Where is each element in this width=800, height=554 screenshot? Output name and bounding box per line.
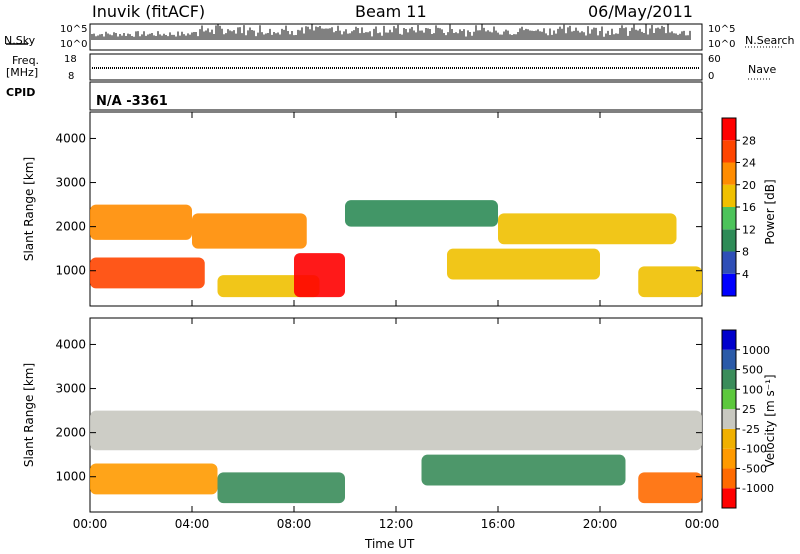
velocity-cbar-swatch [722, 488, 736, 508]
power-band-7 [498, 213, 677, 245]
nsky-tick-bottom: 10^0 [60, 39, 88, 50]
nave-label: Nave [748, 63, 777, 76]
velocity-xtick-0: 00:00 [73, 517, 108, 531]
velocity-band-4 [638, 472, 702, 504]
power-ytick-0: 1000 [55, 264, 86, 278]
power-cbar-tick-2: 12 [742, 223, 756, 236]
velocity-xtick-1: 04:00 [175, 517, 210, 531]
power-cbar-swatch [722, 251, 736, 274]
power-cbar-swatch [722, 184, 736, 207]
velocity-cbar-tick-0: -1000 [742, 482, 774, 495]
velocity-cbar-swatch [722, 428, 736, 449]
date-title: 06/May/2011 [588, 2, 693, 21]
x-axis-label: Time UT [365, 537, 415, 551]
velocity-cbar-tick-5: 100 [742, 383, 763, 396]
velocity-panel: 1000 2000 3000 4000 00:00 04:00 08:00 12:00 16:… [55, 317, 720, 531]
velocity-cbar-tick-1: -500 [742, 462, 767, 475]
power-colorbar-label: Power [dB] [763, 179, 777, 245]
velocity-cbar-swatch [722, 468, 736, 489]
freq-unit-label: [MHz] [6, 66, 39, 79]
cpid-label: CPID [6, 86, 36, 99]
power-cbar-tick-0: 4 [742, 268, 749, 281]
beam-title: Beam 11 [355, 2, 427, 21]
velocity-cbar-swatch [722, 330, 736, 350]
power-band-4 [294, 253, 345, 298]
velocity-cbar-swatch [722, 349, 736, 370]
power-band-1 [90, 257, 205, 289]
velocity-band-2 [217, 472, 345, 504]
power-cbar-swatch [722, 118, 736, 141]
velocity-ytick-0: 1000 [55, 470, 86, 484]
nsky-strip [6, 23, 783, 51]
power-panel: 1000 2000 3000 4000 [55, 111, 703, 307]
velocity-band-1 [90, 463, 218, 495]
velocity-colorbar-label: Velocity [m s⁻¹] [763, 374, 777, 468]
cpid-value: N/A -3361 [96, 94, 168, 109]
nave-tick-top: 60 [708, 54, 721, 65]
freq-tick-bottom: 8 [68, 71, 75, 82]
velocity-cbar-swatch [722, 389, 736, 410]
power-cbar-tick-6: 28 [742, 134, 756, 147]
nsearch-tick-top: 10^5 [708, 24, 736, 35]
power-band-6 [447, 248, 600, 280]
power-ytick-3: 4000 [55, 131, 86, 145]
velocity-colorbar: -1000 -500 -100 -25 25 100 500 1000 [721, 329, 774, 509]
cpid-strip [89, 81, 703, 111]
velocity-xtick-4: 16:00 [481, 517, 516, 531]
power-cbar-tick-5: 24 [742, 157, 756, 170]
power-cbar-swatch [722, 273, 736, 296]
velocity-xtick-3: 12:00 [379, 517, 414, 531]
station-title: Inuvik (fitACF) [92, 2, 206, 21]
nave-tick-bottom: 0 [708, 71, 715, 82]
velocity-ytick-3: 4000 [55, 337, 86, 351]
power-band-0 [90, 204, 192, 240]
power-cbar-swatch [722, 162, 736, 185]
power-band-8 [638, 266, 702, 298]
velocity-cbar-tick-2: -100 [742, 443, 767, 456]
velocity-xtick-5: 20:00 [583, 517, 618, 531]
power-cbar-swatch [722, 229, 736, 252]
velocity-ytick-1: 2000 [55, 426, 86, 440]
nsearch-tick-bottom: 10^0 [708, 39, 736, 50]
power-ytick-2: 3000 [55, 176, 86, 190]
power-cbar-tick-3: 16 [742, 201, 756, 214]
velocity-cbar-tick-4: 25 [742, 403, 756, 416]
power-cbar-swatch [722, 207, 736, 230]
velocity-cbar-swatch [722, 448, 736, 469]
power-ylabel: Slant Range [km] [22, 156, 36, 262]
velocity-xtick-6: 00:00 [685, 517, 720, 531]
freq-label: Freq. [12, 54, 40, 67]
power-band-5 [345, 200, 498, 227]
velocity-band-0 [90, 410, 702, 451]
nsearch-label: N.Search [745, 34, 795, 47]
velocity-xtick-2: 08:00 [277, 517, 312, 531]
power-cbar-tick-1: 8 [742, 246, 749, 259]
velocity-cbar-swatch [722, 369, 736, 390]
power-cbar-swatch [722, 140, 736, 163]
velocity-ytick-2: 3000 [55, 382, 86, 396]
velocity-cbar-tick-3: -25 [742, 423, 760, 436]
freq-tick-top: 18 [64, 54, 77, 65]
velocity-cbar-tick-6: 500 [742, 364, 763, 377]
power-colorbar: 4 8 12 16 20 24 28 [721, 117, 756, 297]
velocity-cbar-tick-7: 1000 [742, 344, 770, 357]
velocity-band-3 [421, 454, 626, 486]
velocity-ylabel: Slant Range [km] [22, 362, 36, 468]
power-cbar-tick-4: 20 [742, 179, 756, 192]
power-ytick-1: 2000 [55, 220, 86, 234]
power-band-2 [192, 213, 307, 249]
nsky-tick-top: 10^5 [60, 24, 88, 35]
velocity-cbar-swatch [722, 409, 736, 429]
freq-strip [89, 53, 770, 81]
